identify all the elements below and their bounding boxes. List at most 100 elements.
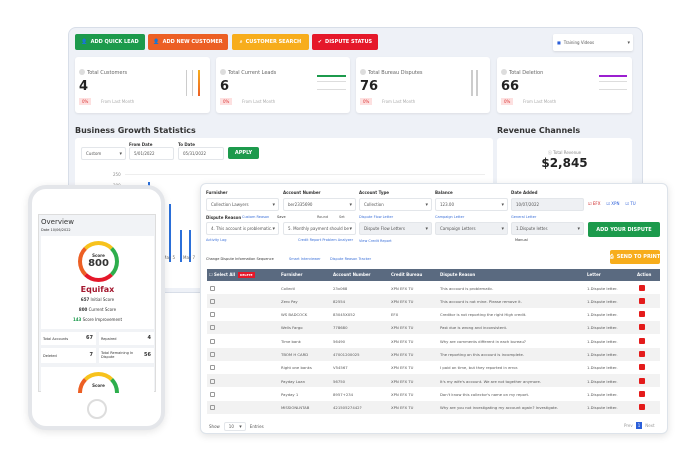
reason-select-2[interactable]: 5. Monthly payment should be r (283, 222, 356, 235)
prev-button[interactable]: Prev (624, 423, 633, 428)
current-score: 800 (78, 307, 88, 312)
set-select[interactable]: Set (339, 215, 345, 219)
campaign-letter-link[interactable]: Campaign Letter (435, 215, 465, 219)
col-header[interactable]: Dispute Reason (440, 272, 476, 277)
trash-icon (501, 69, 507, 75)
activity-log-link[interactable]: Activity Log (206, 238, 227, 242)
cell: 1.Dispute letter. (587, 285, 618, 291)
from-date-input[interactable]: 5/01/2022 (129, 147, 174, 160)
sparkline (599, 75, 627, 77)
stat-value: 6 (220, 79, 230, 94)
account-select[interactable]: ber2335690 (283, 198, 356, 211)
overview-title: Overview (41, 218, 74, 226)
col-header[interactable]: Letter (587, 272, 601, 277)
cell: Time bank (281, 338, 301, 344)
manual-checkbox[interactable]: Manual (515, 238, 528, 242)
row-checkbox[interactable] (210, 298, 215, 304)
dispute-reason-label: Dispute Reason (206, 215, 242, 220)
general-letter-select[interactable]: 1.Dispute letter. (511, 222, 584, 235)
date-label: Date Added (511, 190, 538, 195)
send-to-print-button[interactable]: ⎙ SEND TO PRINT (610, 250, 660, 264)
efx-checkbox[interactable]: ☑ EFX (588, 201, 601, 206)
label: CUSTOMER SEARCH (245, 39, 302, 45)
next-button[interactable]: Next (645, 423, 655, 428)
col-header[interactable]: Furnisher (281, 272, 303, 277)
analyzer-link[interactable]: Credit Report Problem Analyzer (298, 238, 354, 242)
general-letter-link[interactable]: General Letter (511, 215, 537, 219)
trash-icon[interactable] (639, 337, 645, 344)
stat-title: Total Customers (87, 70, 128, 76)
entries-select[interactable]: 10 (223, 422, 246, 431)
campaign-letter-select[interactable]: Campaign Letters (435, 222, 508, 235)
row-checkbox[interactable] (210, 285, 215, 291)
page-1-button[interactable]: 1 (635, 422, 643, 429)
account-label: Account Number (283, 190, 321, 195)
furnisher-select[interactable]: Collection Lawyers (206, 198, 279, 211)
cell: 8957+234 (333, 391, 354, 397)
label: Initial Score (90, 297, 115, 302)
customer-search-button[interactable]: ⌕ CUSTOMER SEARCH (232, 34, 309, 50)
trash-icon[interactable] (639, 311, 645, 318)
delete-button[interactable]: DELETE (238, 271, 255, 278)
x-tick: May 7 (183, 255, 196, 260)
trash-icon[interactable] (639, 404, 645, 411)
cell: 1.Dispute letter. (587, 352, 618, 357)
reason-tracker-link[interactable]: Dispute Reason Tracker (330, 257, 372, 261)
row-checkbox[interactable] (210, 405, 215, 411)
row-checkbox[interactable] (210, 378, 215, 384)
row-checkbox[interactable] (210, 391, 215, 397)
add-quick-lead-button[interactable]: 👤 ADD QUICK LEAD (75, 34, 145, 50)
cell: 1.Dispute letter. (587, 365, 618, 371)
score-card-2: Score (41, 367, 154, 393)
home-button[interactable] (87, 399, 107, 419)
trash-icon[interactable] (639, 364, 645, 371)
table-row: Payday 1 8957+234 XPN EFX TU Don't know thi… (207, 387, 660, 400)
col-header[interactable]: Action (637, 272, 652, 277)
table-row: Time bank 56490 XPN EFX TU Why are comments… (207, 334, 660, 347)
flow-letter-link[interactable]: Dispute Flow Letter (359, 215, 394, 219)
date-input[interactable]: 10/07/2022 (511, 198, 584, 211)
row-checkbox[interactable] (210, 352, 215, 357)
cell: XPN EFX TU (391, 391, 414, 397)
select-all-checkbox[interactable]: ☐ Select All (209, 272, 236, 277)
type-select[interactable]: Collection (359, 198, 432, 211)
row-checkbox[interactable] (210, 338, 215, 344)
deleted: Deleted 7 (41, 348, 96, 363)
row-checkbox[interactable] (210, 365, 215, 371)
balance-input[interactable]: 123.00 (435, 198, 508, 211)
print-icon: ⎙ (609, 254, 614, 260)
add-dispute-button[interactable]: ADD YOUR DISPUTE (588, 222, 660, 237)
tu-checkbox[interactable]: ☑ TU (625, 201, 636, 206)
change-sequence-checkbox[interactable]: Change Dispute Information Sequence (206, 257, 274, 261)
cell: This account is not mine. Please remove … (440, 298, 522, 304)
view-report-link[interactable]: View Credit Report (359, 239, 392, 243)
trash-icon[interactable] (639, 297, 645, 304)
round-select[interactable]: Round (317, 215, 329, 219)
col-header[interactable]: Credit Bureau (391, 272, 423, 277)
flow-letter-select[interactable]: Dispute Flow Letters (359, 222, 432, 235)
xpn-checkbox[interactable]: ☑ XPN (606, 201, 620, 206)
trash-icon[interactable] (639, 390, 645, 397)
stat-value: 66 (501, 79, 520, 94)
trash-icon[interactable] (639, 324, 645, 331)
add-new-customer-button[interactable]: 👤 ADD NEW CUSTOMER (148, 34, 228, 50)
reason-select-1[interactable]: 4. This account is problematic. (206, 222, 279, 235)
apply-button[interactable]: APPLY (228, 147, 259, 159)
smart-interviewer-link[interactable]: Smart Interviewer (289, 257, 321, 261)
row-checkbox[interactable] (210, 312, 215, 318)
label: ADD NEW CUSTOMER (162, 39, 223, 45)
dispute-status-button[interactable]: ✔ DISPUTE STATUS (312, 34, 378, 50)
table-row: Zero Pay 82554 XPN EFX TU This account is n… (207, 294, 660, 308)
save-checkbox[interactable]: Save (277, 215, 286, 219)
label: SEND TO PRINT (616, 254, 661, 260)
row-checkbox[interactable] (210, 325, 215, 331)
custom-reason-link[interactable]: Custom Reason (242, 215, 270, 219)
trash-icon[interactable] (639, 351, 645, 357)
to-date-input[interactable]: 05/31/2022 (178, 147, 224, 160)
range-select[interactable]: Custom (81, 147, 126, 160)
col-header[interactable]: Account Number (333, 272, 371, 277)
trash-icon[interactable] (639, 377, 645, 384)
trash-icon[interactable] (639, 284, 645, 291)
table-row: TBOM H CARD 47001200025 XPN EFX TU The repo… (207, 347, 660, 361)
training-videos-dropdown[interactable]: ■ Training Videos (553, 34, 633, 51)
